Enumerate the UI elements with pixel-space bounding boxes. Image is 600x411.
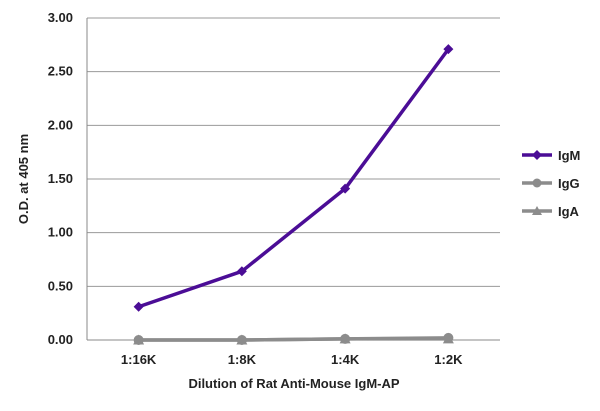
y-tick-label: 2.50 — [48, 64, 73, 79]
legend-item-iga: IgA — [522, 204, 580, 219]
data-point — [443, 44, 454, 55]
data-point — [340, 183, 351, 194]
series-igm — [133, 44, 454, 312]
y-tick-label: 2.00 — [48, 117, 73, 132]
legend-marker — [532, 178, 542, 188]
x-axis-title: Dilution of Rat Anti-Mouse IgM-AP — [188, 376, 399, 391]
series-group — [133, 44, 454, 345]
legend-item-igg: IgG — [522, 176, 580, 191]
y-axis-title: O.D. at 405 nm — [16, 134, 31, 224]
series-line — [138, 336, 449, 342]
data-point — [236, 335, 247, 345]
legend: IgM IgG IgA — [522, 148, 580, 219]
data-point — [236, 266, 247, 277]
x-tick-labels: 1:16K 1:8K 1:4K 1:2K — [121, 352, 463, 367]
series-igg — [133, 332, 454, 345]
legend-label: IgM — [558, 148, 580, 163]
y-tick-label: 0.50 — [48, 278, 73, 293]
y-tick-labels: 0.00 0.50 1.00 1.50 2.00 2.50 3.00 — [48, 10, 73, 347]
legend-marker — [532, 150, 542, 160]
y-tick-label: 1.50 — [48, 171, 73, 186]
x-tick-label: 1:2K — [434, 352, 463, 367]
legend-item-igm: IgM — [522, 148, 580, 163]
series-line — [138, 48, 450, 309]
x-tick-label: 1:8K — [228, 352, 257, 367]
legend-label: IgG — [558, 176, 580, 191]
data-point — [340, 333, 351, 344]
data-point — [133, 301, 144, 312]
x-tick-label: 1:4K — [331, 352, 360, 367]
y-tick-label: 1.00 — [48, 225, 73, 240]
data-point — [133, 335, 144, 345]
legend-marker — [532, 206, 542, 215]
x-tick-label: 1:16K — [121, 352, 157, 367]
data-point — [443, 332, 454, 343]
y-tick-label: 3.00 — [48, 10, 73, 25]
legend-label: IgA — [558, 204, 580, 219]
gridlines — [87, 17, 500, 287]
y-tick-label: 0.00 — [48, 332, 73, 347]
